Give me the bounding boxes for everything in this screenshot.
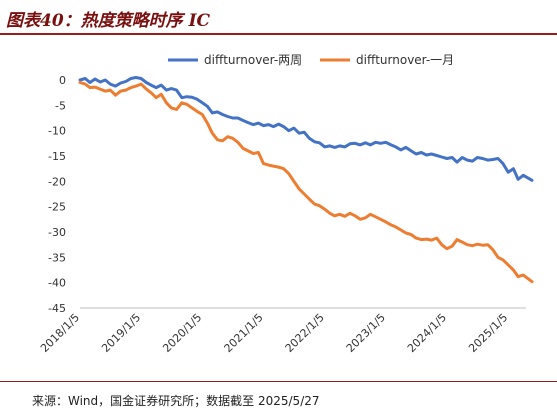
y-tick-label: -5 [55, 99, 66, 112]
y-axis: 0 -5 -10 -15 -20 -25 -30 -35 -40 -45 [48, 74, 66, 315]
legend-label-2: diffturnover-一月 [356, 53, 454, 67]
x-tick-label: 2019/1/5 [99, 311, 143, 355]
legend-label-1: diffturnover-两周 [204, 53, 302, 67]
y-tick-label: -45 [48, 302, 66, 315]
chart-title: 图表40：热度策略时序 IC [6, 11, 211, 31]
chart-legend: diffturnover-两周 diffturnover-一月 [168, 53, 454, 67]
source-note: 来源：Wind，国金证券研究所；数据截至 2025/5/27 [32, 394, 320, 408]
x-tick-label: 2023/1/5 [344, 311, 388, 355]
x-tick-label: 2024/1/5 [405, 311, 449, 355]
x-tick-label: 2022/1/5 [283, 311, 327, 355]
y-tick-label: -15 [48, 150, 66, 163]
x-tick-label: 2025/1/5 [466, 311, 510, 355]
source-divider [0, 381, 557, 382]
series-line-1 [78, 76, 534, 182]
y-tick-label: 0 [59, 74, 66, 87]
title-divider [0, 33, 557, 35]
y-tick-label: -30 [48, 226, 66, 239]
y-tick-label: -40 [48, 277, 66, 290]
line-chart: diffturnover-两周 diffturnover-一月 0 -5 -10 -15… [38, 53, 534, 355]
chart-header: 图表40：热度策略时序 IC [0, 0, 557, 36]
plot-area [78, 76, 534, 284]
x-tick-label: 2018/1/5 [38, 311, 82, 355]
series-line-2 [78, 81, 534, 284]
y-tick-label: -20 [48, 175, 66, 188]
x-tick-label: 2020/1/5 [160, 311, 204, 355]
x-tick-label: 2021/1/5 [222, 311, 266, 355]
x-axis: 2018/1/5 2019/1/5 2020/1/5 2021/1/5 2022/1/5… [38, 307, 526, 355]
y-tick-label: -25 [48, 201, 66, 214]
y-tick-label: -10 [48, 125, 66, 138]
y-tick-label: -35 [48, 251, 66, 264]
